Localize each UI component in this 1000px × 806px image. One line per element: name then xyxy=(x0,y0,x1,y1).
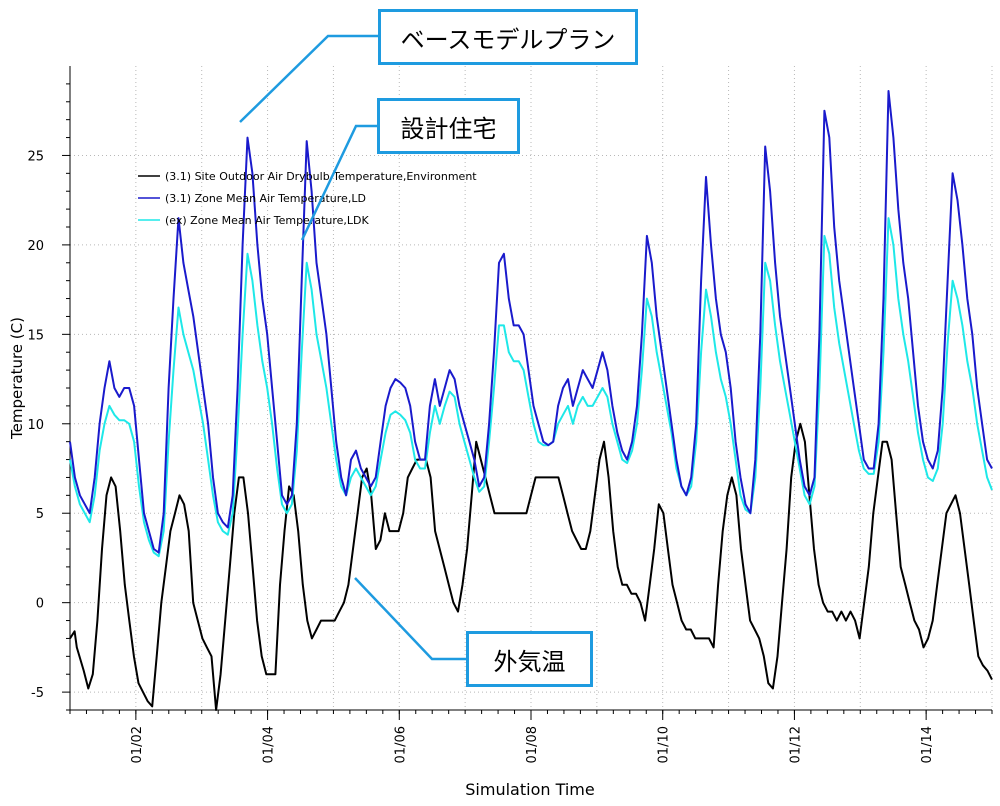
leader-design-house xyxy=(300,124,377,241)
y-tick-label: 25 xyxy=(27,149,44,164)
y-tick-label: -5 xyxy=(31,686,44,701)
callout-outdoor-temperature: 外気温 xyxy=(466,631,593,687)
legend-entry: (3.1) Zone Mean Air Temperature,LD xyxy=(165,192,366,205)
x-tick-label: 01/02 xyxy=(130,726,145,763)
callout-base-plan: ベースモデルプラン xyxy=(378,9,638,65)
axes: -5 0 5 10 15 20 25 01/02 01/04 01/06 01/08 01/10 01/… xyxy=(27,66,993,763)
legend-entry: (ex) Zone Mean Air Temperature,LDK xyxy=(165,214,370,227)
callout-leaders xyxy=(239,34,466,661)
y-tick-label: 0 xyxy=(36,597,44,612)
series-line-0 xyxy=(69,422,993,711)
x-tick-label: 01/08 xyxy=(525,726,540,763)
x-axis-label: Simulation Time xyxy=(465,780,594,799)
x-tick-label: 01/14 xyxy=(920,726,935,763)
x-tick-label: 01/06 xyxy=(393,726,408,763)
series-line-2 xyxy=(69,217,993,558)
callout-design-house: 設計住宅 xyxy=(377,98,520,154)
x-tick-label: 01/04 xyxy=(262,726,277,763)
y-tick-label: 15 xyxy=(27,328,44,343)
y-tick-label: 5 xyxy=(36,507,44,522)
legend: (3.1) Site Outdoor Air Drybulb Temperatu… xyxy=(138,170,477,227)
x-tick-label: 01/12 xyxy=(788,726,803,763)
y-axis-label: Temperature (C) xyxy=(8,317,26,440)
series-layer xyxy=(69,90,993,711)
leader-outdoor-temperature xyxy=(354,577,466,661)
y-tick-label: 20 xyxy=(27,239,44,254)
series-line-1 xyxy=(69,90,993,554)
x-tick-label: 01/10 xyxy=(657,726,672,763)
y-tick-label: 10 xyxy=(27,418,44,433)
leader-base-plan xyxy=(239,34,378,123)
legend-entry: (3.1) Site Outdoor Air Drybulb Temperatu… xyxy=(165,170,477,183)
